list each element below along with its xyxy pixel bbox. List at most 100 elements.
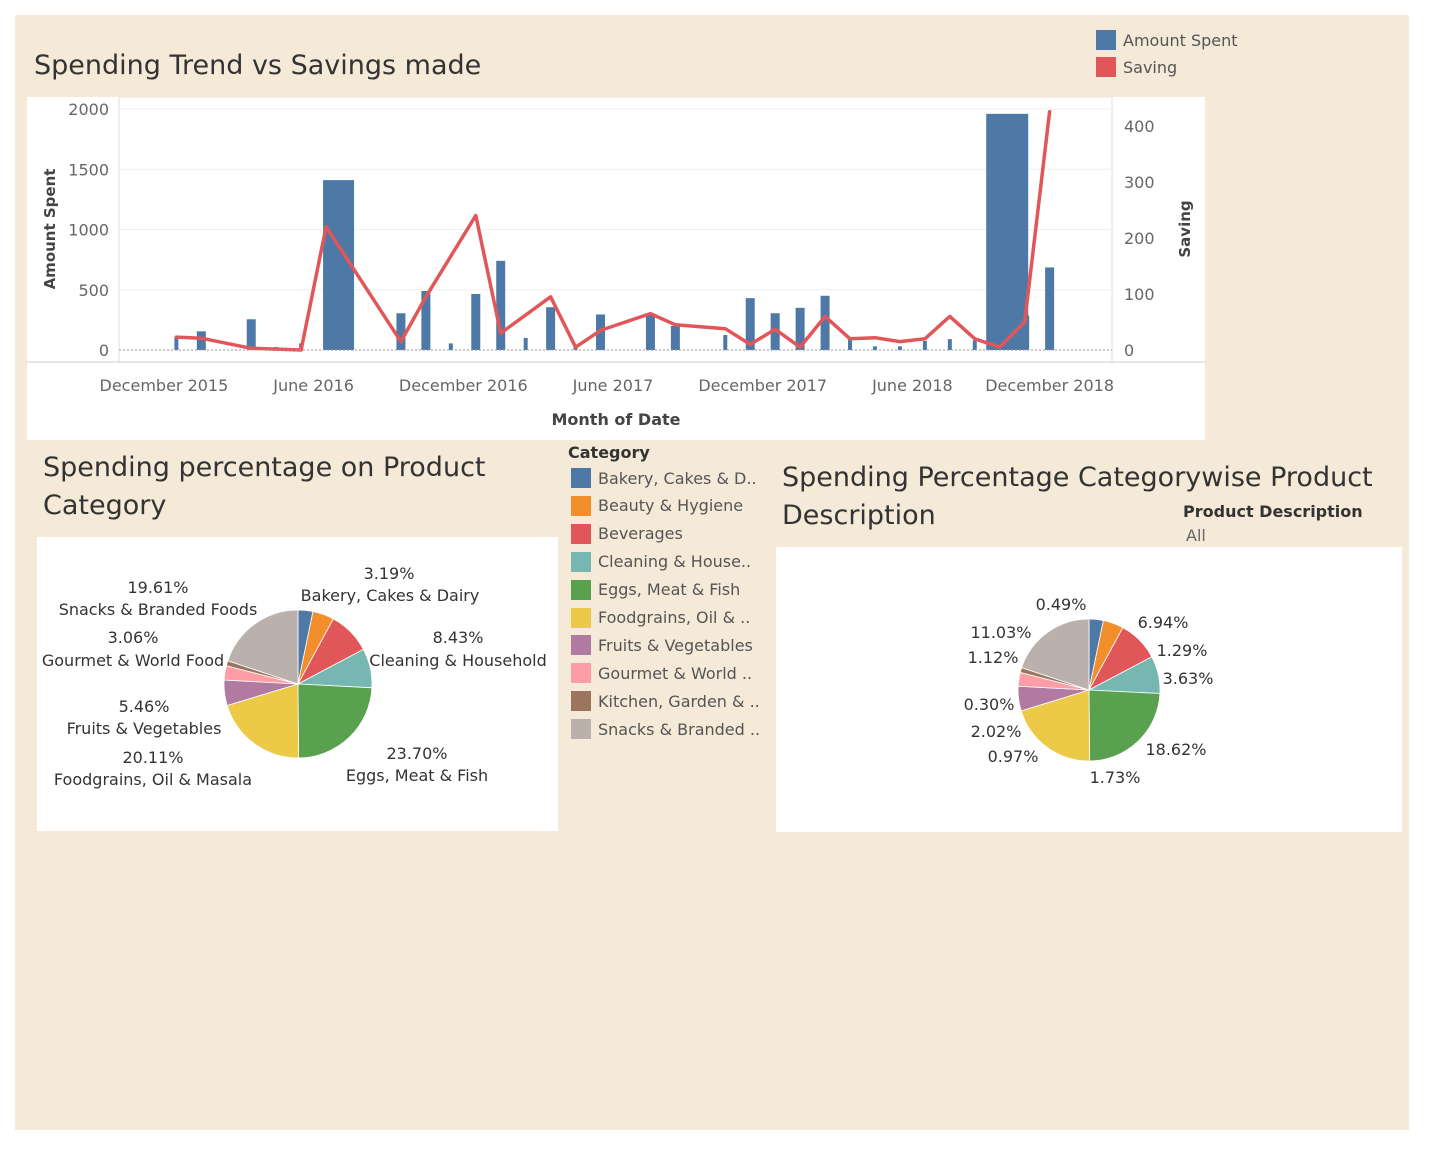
pie-percent-label: 1.73% — [1090, 768, 1141, 787]
x-tick-label: June 2016 — [272, 376, 354, 395]
amount-bar — [795, 307, 805, 350]
trend-chart-panel: 0 500 1000 1500 2000 0 100 200 300 400 December 20… — [27, 96, 1205, 440]
amount-bar — [523, 337, 528, 350]
amount-bar — [448, 343, 453, 350]
saving-line-path — [174, 110, 1052, 352]
pie-category-label: Gourmet & World Food — [42, 651, 224, 670]
legend-item-saving[interactable]: Saving — [1096, 56, 1177, 78]
category-legend-item[interactable]: Bakery, Cakes & D.. — [571, 467, 757, 489]
amount-bar — [770, 313, 780, 350]
category-pie-panel: 3.19% Bakery, Cakes & Dairy 8.43% Cleaning … — [37, 537, 558, 831]
category-legend-label: Beauty & Hygiene — [598, 496, 744, 516]
trend-axes: 0 500 1000 1500 2000 0 100 200 300 400 December 20… — [27, 100, 1205, 429]
category-legend-item[interactable]: Beverages — [571, 523, 683, 545]
y-tick-label: 2000 — [68, 100, 109, 119]
category-swatch — [571, 719, 591, 740]
pie-slice — [1088, 689, 1161, 762]
pie-category-label: Fruits & Vegetables — [67, 719, 222, 738]
category-legend-label: Foodgrains, Oil & .. — [598, 608, 751, 627]
amount-bar — [820, 295, 830, 350]
category-legend-item[interactable]: Gourmet & World .. — [571, 662, 752, 684]
y2-axis-title: Saving — [1176, 200, 1194, 257]
amount-bar — [848, 339, 853, 350]
y-tick-label: 1500 — [68, 160, 109, 179]
category-legend-item[interactable]: Eggs, Meat & Fish — [571, 579, 740, 601]
description-pie-panel: 0.49% 6.94% 3.63% 18.62% 0.97% 2.02% 0.30% 1.12… — [776, 547, 1402, 832]
amount-bar — [645, 315, 655, 350]
y2-tick-label: 300 — [1124, 173, 1155, 192]
amount-bar — [471, 293, 481, 350]
amount-bar — [246, 319, 256, 350]
saving-swatch — [1096, 57, 1116, 77]
category-title-line1: Spending percentage on Product — [43, 452, 486, 483]
description-title-line1: Spending Percentage Categorywise Product — [782, 462, 1373, 493]
pie-percent-label: 0.30% — [964, 695, 1015, 714]
amount-bar — [174, 337, 179, 350]
category-legend-item[interactable]: Fruits & Vegetables — [571, 634, 753, 656]
pie-percent-label: 23.70% — [386, 744, 447, 763]
x-tick-label: December 2016 — [399, 376, 528, 395]
category-swatch — [571, 607, 591, 628]
category-legend-label: Gourmet & World .. — [598, 663, 753, 683]
pie-percent-label: 11.03% — [970, 623, 1031, 642]
category-swatch — [571, 551, 591, 572]
category-legend-label: Bakery, Cakes & D.. — [598, 468, 757, 488]
product-description-filter-value[interactable]: All — [1186, 526, 1206, 545]
category-swatch — [571, 579, 591, 600]
pie-category-label: Snacks & Branded Foods — [59, 600, 258, 619]
category-legend-label: Eggs, Meat & Fish — [598, 580, 741, 600]
amount-spent-swatch — [1096, 30, 1116, 50]
trend-chart[interactable]: 0 500 1000 1500 2000 0 100 200 300 400 December 20… — [27, 96, 1205, 440]
category-legend-label: Snacks & Branded .. — [598, 719, 761, 739]
y-tick-label: 1000 — [68, 221, 109, 240]
category-legend-item[interactable]: Foodgrains, Oil & .. — [571, 607, 750, 629]
category-legend-item[interactable]: Snacks & Branded .. — [571, 718, 760, 740]
amount-bar — [986, 113, 1029, 350]
category-swatch — [571, 523, 591, 544]
category-legend-label: Fruits & Vegetables — [598, 635, 753, 655]
pie-percent-label: 3.63% — [1163, 669, 1214, 688]
category-pie-chart[interactable]: 3.19% Bakery, Cakes & Dairy 8.43% Cleaning … — [37, 537, 558, 831]
amount-spent-bars — [174, 113, 1055, 350]
x-tick-label: December 2017 — [698, 376, 827, 395]
amount-bar — [396, 313, 406, 350]
pie-category-label: Eggs, Meat & Fish — [346, 766, 488, 785]
pie-slice — [226, 683, 299, 759]
trend-gridlines — [118, 96, 1113, 363]
description-pie-chart[interactable]: 0.49% 6.94% 3.63% 18.62% 0.97% 2.02% 0.30% 1.12… — [776, 547, 1402, 832]
legend-item-amount-spent[interactable]: Amount Spent — [1096, 29, 1238, 51]
category-swatch — [571, 468, 591, 488]
category-title-line2: Category — [43, 490, 167, 521]
amount-bar — [1045, 267, 1055, 350]
category-legend-item[interactable]: Cleaning & House.. — [571, 551, 751, 573]
x-axis-title: Month of Date — [551, 410, 680, 429]
y2-tick-label: 400 — [1124, 117, 1155, 136]
pie-category-label: Foodgrains, Oil & Masala — [54, 770, 252, 789]
x-tick-label: December 2015 — [100, 376, 229, 395]
category-legend-item[interactable]: Kitchen, Garden & .. — [571, 690, 760, 712]
pie-slice — [1020, 689, 1091, 762]
x-tick-label: June 2018 — [871, 376, 953, 395]
category-legend-item[interactable]: Beauty & Hygiene — [571, 495, 743, 517]
pie-slice — [1021, 618, 1090, 691]
y2-tick-label: 0 — [1124, 341, 1134, 360]
amount-bar — [496, 260, 506, 350]
amount-bar — [872, 346, 877, 350]
pie-percent-label: 1.29% — [1157, 641, 1208, 660]
category-swatch — [571, 495, 591, 516]
y-axis-title: Amount Spent — [41, 169, 59, 290]
y2-tick-label: 100 — [1124, 285, 1155, 304]
x-tick-label: June 2017 — [572, 376, 654, 395]
amount-bar — [670, 325, 680, 350]
pie-percent-label: 0.49% — [1036, 595, 1087, 614]
amount-bar — [745, 298, 755, 350]
amount-bar — [421, 290, 431, 350]
amount-bar — [546, 307, 556, 350]
pie-percent-label: 19.61% — [127, 578, 188, 597]
amount-bar — [947, 339, 952, 350]
legend-saving-label: Saving — [1123, 57, 1178, 77]
category-legend-label: Cleaning & House.. — [598, 552, 752, 572]
pie-percent-label: 20.11% — [122, 748, 183, 767]
product-description-filter-label: Product Description — [1183, 502, 1363, 521]
pie-percent-label: 3.06% — [108, 628, 159, 647]
